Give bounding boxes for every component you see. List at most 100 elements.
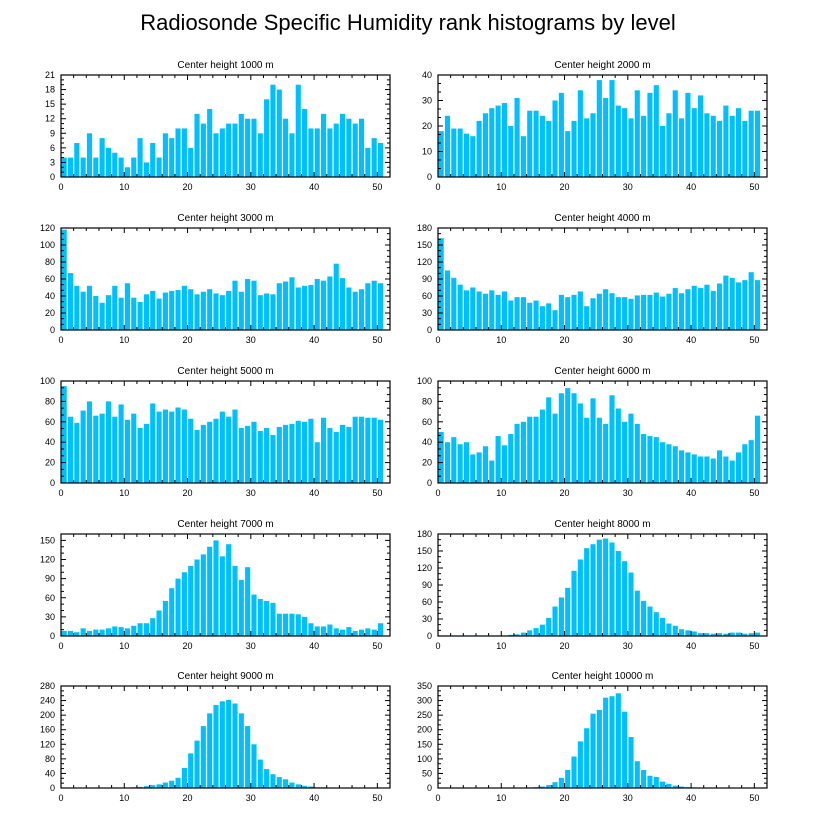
histogram-bar	[264, 427, 270, 483]
histogram-bar	[533, 110, 539, 177]
histogram-bar	[270, 294, 276, 330]
histogram-bar	[302, 285, 308, 330]
x-tick-label: 40	[686, 488, 696, 498]
x-tick-label: 20	[183, 182, 193, 192]
histogram-bar	[365, 417, 371, 483]
histogram-bar	[213, 704, 219, 788]
histogram-bar	[226, 123, 232, 177]
x-tick-label: 10	[119, 793, 129, 803]
histogram-bar	[628, 572, 634, 636]
histogram-bar	[61, 630, 67, 636]
histogram-bar	[653, 437, 659, 483]
histogram-bar	[482, 446, 489, 483]
x-tick-label: 20	[183, 488, 193, 498]
histogram-bar	[577, 741, 583, 788]
histogram-bar	[213, 540, 219, 637]
histogram-bar	[527, 416, 533, 483]
histogram-bar	[346, 627, 352, 636]
histogram-bar	[124, 283, 130, 330]
histogram-bar	[729, 115, 735, 177]
histogram-bar	[729, 632, 735, 636]
y-tick-label: 180	[417, 223, 432, 233]
x-tick-label: 10	[119, 335, 129, 345]
histogram-bar	[508, 300, 514, 330]
histogram-bar	[584, 118, 590, 177]
histogram-bar	[289, 782, 295, 788]
histogram-bar	[283, 281, 289, 330]
plot-frame	[437, 533, 768, 637]
histogram-bar	[685, 289, 691, 330]
histogram-bar	[188, 565, 194, 637]
histogram-bar	[514, 297, 520, 330]
histogram-bar	[175, 128, 181, 177]
histogram-bar	[238, 291, 244, 330]
histogram-bar	[314, 279, 320, 330]
y-tick-label: 40	[45, 437, 55, 447]
histogram-bar	[276, 777, 282, 788]
histogram-bar	[137, 301, 143, 330]
histogram-bar	[704, 284, 710, 330]
histogram-bar	[615, 297, 621, 330]
histogram-panel: Center height 1000 m 0 10 20 30 40 50 0 3 6 9 12 15 1…	[45, 60, 391, 192]
histogram-bar	[603, 97, 609, 177]
histogram-bar	[327, 276, 333, 330]
histogram-bar	[302, 785, 308, 788]
histogram-bar	[571, 756, 577, 788]
histogram-bar	[314, 626, 320, 636]
y-tick-label: 150	[417, 240, 432, 250]
x-tick-label: 10	[496, 793, 506, 803]
histogram-bar	[200, 554, 206, 636]
histogram-bar	[67, 157, 74, 177]
histogram-bar	[358, 416, 365, 483]
x-tick-label: 50	[372, 488, 382, 498]
histogram-bar	[93, 415, 99, 483]
histogram-bar	[93, 629, 99, 637]
histogram-bar	[723, 105, 729, 177]
histogram-bar	[672, 446, 678, 483]
histogram-bar	[264, 769, 270, 788]
y-tick-label: 350	[417, 681, 432, 691]
y-tick-label: 0	[427, 478, 432, 488]
x-tick-label: 50	[372, 793, 382, 803]
histogram-bar	[105, 147, 112, 177]
histogram-bar	[691, 631, 697, 636]
histogram-bar	[333, 432, 339, 483]
histogram-bar	[352, 123, 358, 177]
histogram-bar	[181, 572, 187, 636]
histogram-bar	[93, 296, 99, 330]
histogram-bar	[558, 393, 564, 483]
histogram-bar	[232, 565, 238, 637]
x-tick-label: 10	[119, 488, 129, 498]
histogram-bar	[150, 403, 156, 483]
panel-title: Center height 8000 m	[554, 519, 650, 530]
histogram-bar	[666, 113, 672, 177]
histogram-bar	[634, 423, 640, 483]
plot-frame	[60, 685, 391, 789]
histogram-bar	[723, 633, 729, 636]
histogram-bar	[219, 556, 225, 636]
histogram-bar	[283, 118, 289, 177]
histogram-bar	[444, 115, 451, 177]
histogram-bar	[339, 629, 346, 637]
histogram-panel: Center height 9000 m 0 10 20 30 40 50 0 40 80 120 1…	[40, 671, 391, 803]
histogram-panel: Center height 5000 m 0 10 20 30 40 50 0 20 40 60 80…	[40, 366, 391, 498]
histogram-bar	[748, 110, 754, 177]
histogram-bar	[61, 157, 67, 177]
histogram-bar	[590, 713, 596, 788]
x-tick-label: 30	[623, 335, 633, 345]
histogram-bar	[565, 131, 571, 177]
y-tick-label: 21	[45, 70, 55, 80]
histogram-bar	[666, 444, 672, 483]
histogram-bar	[438, 432, 444, 483]
x-tick-label: 20	[560, 488, 570, 498]
y-tick-label: 150	[40, 535, 55, 545]
y-tick-label: 90	[422, 580, 432, 590]
histogram-bar	[358, 629, 365, 637]
y-tick-label: 40	[422, 437, 432, 447]
x-tick-label: 50	[749, 335, 759, 345]
histogram-bar	[672, 625, 678, 636]
histogram-bar	[74, 285, 80, 330]
x-tick-label: 0	[58, 793, 63, 803]
histogram-bar	[609, 395, 615, 483]
x-tick-label: 40	[686, 182, 696, 192]
